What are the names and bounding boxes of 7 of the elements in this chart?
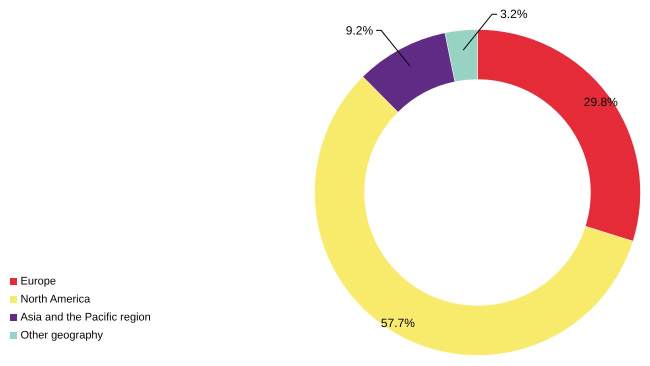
legend-label: North America xyxy=(20,294,92,306)
data-label: 57.7% xyxy=(380,316,416,330)
legend-label: Other geography xyxy=(20,330,104,342)
data-label: 3.2% xyxy=(500,7,528,22)
legend-label: Asia and the Pacific region xyxy=(20,312,151,324)
legend-label: Europe xyxy=(20,276,56,288)
data-label: 9.2% xyxy=(346,23,374,38)
